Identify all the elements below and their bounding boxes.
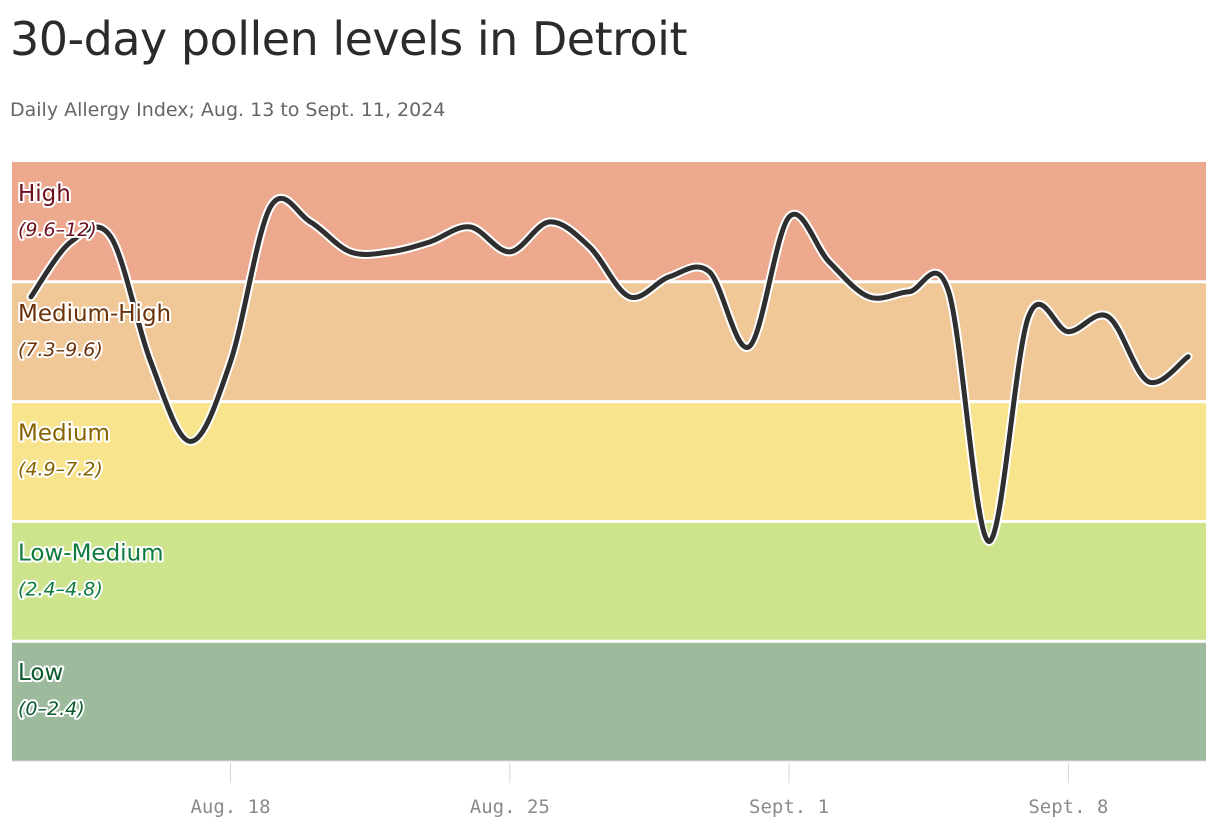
chart-title: 30-day pollen levels in Detroit: [10, 12, 688, 66]
data-point-2024-08-27: [587, 244, 592, 249]
data-point-2024-09-04: [906, 289, 911, 294]
data-point-2024-08-20: [308, 219, 313, 224]
data-point-2024-08-23: [428, 239, 432, 244]
data-point-2024-09-03: [866, 294, 871, 299]
data-point-2024-09-10: [1146, 379, 1151, 384]
band-label-medium: Medium: [18, 421, 110, 447]
data-point-2024-08-14: [68, 239, 73, 244]
data-point-2024-08-24: [467, 224, 472, 229]
pollen-line: [26, 194, 1193, 546]
band-range-high: (9.6–12): [18, 219, 97, 241]
data-point-2024-08-19: [268, 204, 273, 209]
chart-subtitle: Daily Allergy Index; Aug. 13 to Sept. 11…: [10, 99, 446, 121]
x-tick-label: Aug. 25: [470, 796, 550, 818]
data-point-2024-08-30: [707, 269, 712, 274]
x-tick-label: Sept. 1: [749, 796, 829, 818]
data-point-2024-09-05: [946, 289, 951, 294]
band-medium: [12, 401, 1206, 522]
band-range-medium: (4.9–7.2): [18, 459, 103, 481]
data-point-2024-09-01: [787, 214, 792, 219]
data-point-2024-08-15: [108, 234, 113, 239]
band-range-low: (0–2.4): [18, 698, 85, 720]
band-low: [12, 641, 1206, 761]
band-range-low-medium: (2.4–4.8): [18, 578, 103, 600]
band-label-high: High: [18, 181, 71, 207]
band-label-low-medium: Low-Medium: [18, 540, 164, 566]
pollen-series-line: [28, 196, 1191, 544]
data-point-2024-09-06: [986, 539, 991, 544]
data-point-2024-08-21: [348, 249, 353, 254]
data-point-2024-09-11: [1186, 354, 1191, 359]
data-point-2024-08-29: [667, 274, 672, 279]
data-point-2024-09-02: [827, 259, 831, 264]
data-point-2024-09-07: [1026, 314, 1031, 319]
band-range-medium-high: (7.3–9.6): [18, 339, 103, 361]
band-label-medium-high: Medium-High: [18, 301, 171, 327]
band-high: [12, 162, 1206, 282]
data-point-2024-08-22: [388, 249, 393, 254]
data-point-2024-08-16: [148, 359, 153, 364]
band-medium-high: [12, 281, 1206, 402]
data-point-2024-08-18: [228, 359, 233, 364]
allergy-bands: [12, 162, 1206, 761]
data-point-2024-09-09: [1106, 314, 1111, 319]
data-point-2024-08-28: [627, 294, 632, 299]
x-tick-label: Aug. 18: [190, 796, 270, 818]
x-axis: Aug. 18 Aug. 25 Sept. 1 Sept. 8: [12, 760, 1206, 818]
band-label-low: Low: [18, 660, 63, 686]
data-point-2024-09-08: [1066, 329, 1071, 334]
data-point-2024-08-25: [507, 249, 512, 254]
band-low-medium: [12, 521, 1206, 642]
band-labels: High (9.6–12) Medium-High (7.3–9.6) Medium (4…: [16, 179, 173, 722]
data-point-2024-08-26: [547, 219, 552, 224]
data-point-2024-08-31: [747, 344, 752, 349]
data-point-2024-08-17: [188, 439, 193, 444]
x-tick-label: Sept. 8: [1028, 796, 1108, 818]
data-point-2024-08-13: [29, 294, 33, 299]
